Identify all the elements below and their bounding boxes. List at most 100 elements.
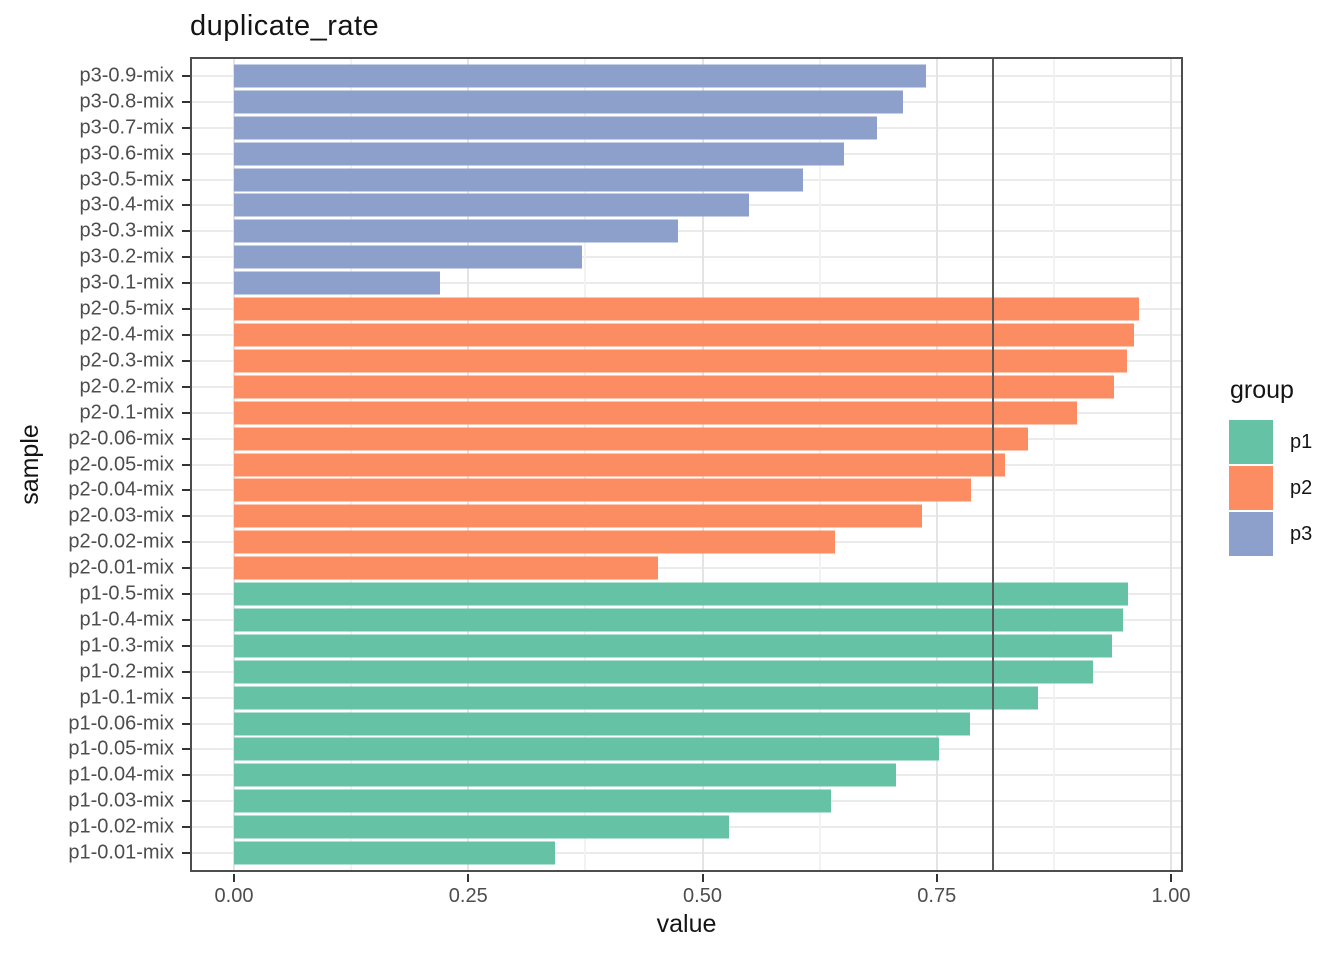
y-tick-label: p2-0.06-mix [68,427,174,450]
bar-p2-0.2-mix [234,375,1114,399]
x-tick-mark [1170,874,1172,882]
y-tick-label: p3-0.6-mix [79,142,174,165]
x-axis: 0.00 0.25 0.50 0.75 1.00 [190,872,1190,916]
y-tick-label: p2-0.2-mix [79,375,174,398]
bar-p1-0.02-mix [234,815,729,839]
y-tick-label: p3-0.7-mix [79,116,174,139]
y-tick-label: p3-0.9-mix [79,64,174,87]
legend-item-p1: p1 [1229,420,1312,464]
bar-p2-0.04-mix [234,478,972,502]
y-tick-mark [182,852,190,855]
bar-p3-0.4-mix [234,193,750,217]
y-tick-mark [182,359,190,362]
legend-title: group [1230,376,1294,404]
y-tick-mark [182,644,190,647]
bar-p1-0.04-mix [234,763,896,787]
x-tick-label: 0.00 [214,885,254,907]
y-axis: p3-0.9-mix p3-0.8-mix p3-0.7-mix p3-0.6-mix… [0,57,190,872]
y-tick-label: p1-0.4-mix [79,608,174,631]
y-tick-label: p1-0.02-mix [68,815,174,838]
y-tick-mark [182,826,190,829]
bar-p3-0.5-mix [234,168,803,192]
x-tick-mark [467,874,470,882]
legend-item-p3: p3 [1229,512,1312,556]
bar-p1-0.01-mix [234,841,556,865]
bar-p2-0.01-mix [234,556,659,580]
gridline-horizontal [190,282,1183,285]
x-tick-label: 0.75 [917,885,957,907]
y-tick-label: p3-0.5-mix [79,168,174,191]
y-tick-label: p2-0.02-mix [68,530,174,553]
legend-swatch-p2 [1229,466,1273,510]
legend-swatch-p3 [1229,512,1273,556]
y-tick-label: p1-0.3-mix [79,634,174,657]
x-tick-label: 1.00 [1151,885,1191,907]
bar-p3-0.1-mix [234,271,441,295]
bar-p2-0.3-mix [234,349,1127,373]
bar-p1-0.4-mix [234,608,1124,632]
gridline-horizontal [190,567,1183,570]
y-tick-label: p3-0.1-mix [79,271,174,294]
y-tick-label: p1-0.05-mix [68,737,174,760]
y-tick-label: p3-0.8-mix [79,90,174,113]
y-tick-mark [182,774,190,777]
x-tick-label: 0.50 [683,885,722,907]
legend: group p1 p2 p3 [1229,376,1312,558]
y-tick-mark [182,152,190,155]
bar-p1-0.06-mix [234,712,970,736]
y-tick-mark [182,722,190,725]
gridline-horizontal [190,256,1183,259]
legend-label: p1 [1290,430,1313,453]
bar-p3-0.8-mix [234,90,904,114]
y-tick-label: p1-0.03-mix [68,789,174,812]
y-tick-label: p1-0.5-mix [79,582,174,605]
bar-p2-0.06-mix [234,427,1028,451]
y-tick-mark [182,748,190,751]
y-tick-label: p2-0.05-mix [68,453,174,475]
y-tick-mark [182,230,190,233]
y-tick-mark [182,800,190,803]
x-axis-title: value [656,910,717,938]
y-tick-mark [182,541,190,544]
y-tick-mark [182,463,190,466]
y-tick-mark [182,74,190,77]
y-tick-mark [182,100,190,103]
reference-line [991,57,994,872]
y-tick-mark [182,567,190,570]
y-tick-label: p3-0.3-mix [79,219,174,242]
y-tick-mark [182,385,190,388]
y-tick-mark [182,333,190,336]
bar-p1-0.03-mix [234,789,831,813]
bar-p3-0.7-mix [234,116,877,140]
y-tick-label: p2-0.1-mix [79,401,174,424]
gridline-horizontal [190,852,1183,855]
x-tick-label: 0.25 [448,885,488,907]
y-tick-label: p2-0.04-mix [68,478,174,501]
bar-p2-0.5-mix [234,297,1140,321]
y-tick-mark [182,515,190,518]
gridline-horizontal [190,230,1183,233]
x-tick-mark [701,874,704,882]
y-tick-label: p2-0.5-mix [79,297,174,320]
y-tick-mark [182,256,190,259]
bar-p1-0.3-mix [234,634,1112,658]
bar-p3-0.6-mix [234,142,844,166]
y-tick-label: p2-0.01-mix [68,556,174,579]
y-tick-label: p2-0.3-mix [79,349,174,372]
y-tick-label: p2-0.4-mix [79,323,174,346]
y-tick-mark [182,411,190,414]
y-tick-mark [182,593,190,596]
y-tick-mark [182,437,190,440]
y-tick-label: p1-0.06-mix [68,712,174,735]
legend-item-p2: p2 [1229,466,1312,510]
bar-p1-0.5-mix [234,582,1128,606]
y-tick-label: p1-0.04-mix [68,763,174,786]
bar-p2-0.03-mix [234,504,922,528]
bar-p3-0.9-mix [234,64,926,88]
plot-panel [190,57,1183,872]
gridline-vertical-minor [1052,57,1055,872]
bar-p1-0.1-mix [234,686,1038,710]
bar-p1-0.2-mix [234,660,1094,684]
legend-label: p2 [1290,476,1313,499]
